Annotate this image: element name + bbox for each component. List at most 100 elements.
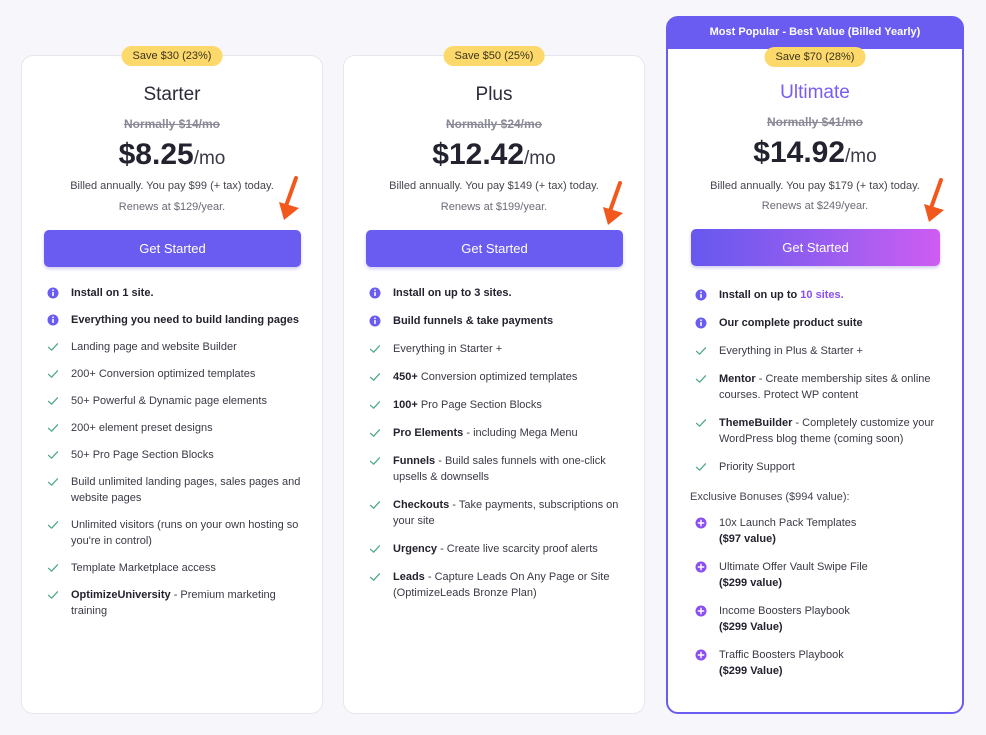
- feature-text: 50+ Pro Page Section Blocks: [71, 449, 214, 461]
- most-popular-banner: Most Popular - Best Value (Billed Yearly…: [668, 18, 962, 49]
- price-amount: $12.42: [432, 138, 525, 171]
- feature-item: 100+ Pro Page Section Blocks: [369, 397, 634, 413]
- plus-circle-icon: [695, 517, 707, 529]
- feature-text: - Create live scarcity proof alerts: [437, 543, 598, 555]
- check-icon: [47, 422, 59, 434]
- feature-text: Template Marketplace access: [71, 562, 216, 574]
- feature-highlight: Install on up to 3 sites.: [393, 287, 512, 299]
- feature-highlight: Checkouts: [393, 499, 450, 511]
- plus-circle-icon: [695, 605, 707, 617]
- feature-text: Build unlimited landing pages, sales pag…: [71, 476, 301, 504]
- check-icon: [369, 543, 381, 555]
- feature-item: Everything in Plus & Starter +: [695, 343, 952, 359]
- save-badge: Save $70 (28%): [764, 47, 866, 67]
- get-started-button[interactable]: Get Started: [44, 230, 301, 267]
- feature-text: Pro Page Section Blocks: [417, 399, 542, 411]
- check-icon: [369, 499, 381, 511]
- bonus-item: Traffic Boosters Playbook ($299 Value): [695, 647, 952, 679]
- plan-name: Starter: [143, 84, 201, 105]
- check-icon: [695, 345, 707, 357]
- billing-note: Billed annually. You pay $149 (+ tax) to…: [389, 180, 599, 192]
- bonus-item: Ultimate Offer Vault Swipe File ($299 val…: [695, 559, 952, 591]
- feature-highlight: Build funnels & take payments: [393, 315, 554, 327]
- feature-text: Unlimited visitors (runs on your own hos…: [71, 519, 299, 547]
- plus-circle-icon: [695, 649, 707, 661]
- feature-item: 200+ Conversion optimized templates: [47, 366, 312, 382]
- feature-item: Template Marketplace access: [47, 560, 312, 576]
- feature-text: Conversion optimized templates: [417, 371, 578, 383]
- original-price: Normally $24/mo: [445, 117, 543, 131]
- check-icon: [369, 399, 381, 411]
- price-amount: $14.92: [753, 136, 846, 169]
- check-icon: [695, 461, 707, 473]
- get-started-button[interactable]: Get Started: [691, 229, 940, 266]
- feature-highlight: 100+: [393, 399, 418, 411]
- check-icon: [695, 417, 707, 429]
- price-period: /mo: [193, 148, 226, 169]
- feature-item: Priority Support: [695, 459, 952, 475]
- plan-price: $12.42/mo: [344, 138, 644, 172]
- feature-item: 50+ Powerful & Dynamic page elements: [47, 393, 312, 409]
- feature-item: Leads - Capture Leads On Any Page or Sit…: [369, 569, 634, 601]
- check-icon: [369, 343, 381, 355]
- price-amount: $8.25: [118, 138, 194, 171]
- feature-highlight: Everything you need to build landing pag…: [71, 314, 299, 326]
- feature-text: - Completely customize your WordPress bl…: [719, 417, 935, 445]
- feature-highlight: Install on up to: [719, 289, 801, 301]
- check-icon: [47, 395, 59, 407]
- plus-circle-icon: [695, 561, 707, 573]
- bonus-item: Income Boosters Playbook ($299 Value): [695, 603, 952, 635]
- check-icon: [369, 455, 381, 467]
- feature-highlight: Pro Elements: [393, 427, 464, 439]
- plan-price: $14.92/mo: [668, 136, 962, 170]
- pricing-card-starter: Save $30 (23%) Starter Normally $14/mo $…: [21, 46, 323, 714]
- feature-item: Everything in Starter +: [369, 341, 634, 357]
- check-icon: [47, 341, 59, 353]
- save-badge: Save $50 (25%): [443, 46, 545, 66]
- bonus-value: ($97 value): [719, 533, 776, 545]
- bonus-title: Income Boosters Playbook: [719, 605, 850, 617]
- arrow-down-icon: [603, 181, 623, 225]
- info-icon: [47, 287, 59, 299]
- info-icon: [369, 315, 381, 327]
- feature-text: - Premium marketing training: [71, 589, 276, 617]
- billing-note: Billed annually. You pay $99 (+ tax) tod…: [70, 180, 274, 192]
- feature-highlight: Leads: [393, 571, 425, 583]
- feature-list: Install on up to 3 sites. Build funnels &…: [369, 285, 634, 601]
- bonus-value: ($299 value): [719, 577, 782, 589]
- price-period: /mo: [845, 146, 877, 167]
- price-period: /mo: [524, 148, 556, 169]
- bonus-value: ($299 Value): [719, 665, 783, 677]
- feature-highlight: OptimizeUniversity: [71, 589, 171, 601]
- feature-item: Install on 1 site.: [47, 285, 312, 301]
- feature-text: - Take payments, subscriptions on your s…: [393, 499, 619, 527]
- check-icon: [47, 519, 59, 531]
- feature-text: 200+ element preset designs: [71, 422, 213, 434]
- feature-item: 50+ Pro Page Section Blocks: [47, 447, 312, 463]
- bonus-title: 10x Launch Pack Templates: [719, 517, 857, 529]
- feature-item: Pro Elements - including Mega Menu: [369, 425, 634, 441]
- feature-highlight: Mentor: [719, 373, 756, 385]
- feature-item: ThemeBuilder - Completely customize your…: [695, 415, 952, 447]
- feature-item: Install on up to 3 sites.: [369, 285, 634, 301]
- feature-text: Everything in Plus & Starter +: [719, 345, 863, 357]
- feature-item: Unlimited visitors (runs on your own hos…: [47, 517, 312, 549]
- get-started-button[interactable]: Get Started: [366, 230, 623, 267]
- info-icon: [369, 287, 381, 299]
- feature-highlight: Funnels: [393, 455, 436, 467]
- feature-text: 50+ Powerful & Dynamic page elements: [71, 395, 267, 407]
- feature-text: Priority Support: [719, 461, 795, 473]
- feature-item: Urgency - Create live scarcity proof ale…: [369, 541, 634, 557]
- check-icon: [47, 589, 59, 601]
- feature-list: Install on up to 10 sites. Our complete p…: [690, 287, 952, 679]
- pricing-card-ultimate: Most Popular - Best Value (Billed Yearly…: [666, 16, 964, 714]
- check-icon: [47, 368, 59, 380]
- feature-text: Everything in Starter +: [393, 343, 503, 355]
- billing-note: Billed annually. You pay $179 (+ tax) to…: [710, 180, 920, 192]
- feature-list: Install on 1 site. Everything you need to…: [47, 285, 312, 619]
- feature-text: - Capture Leads On Any Page or Site (Opt…: [393, 571, 610, 599]
- feature-accent: 10 sites.: [800, 289, 844, 301]
- feature-highlight: Our complete product suite: [719, 317, 863, 329]
- bonus-value: ($299 Value): [719, 621, 783, 633]
- feature-item: Install on up to 10 sites.: [695, 287, 952, 303]
